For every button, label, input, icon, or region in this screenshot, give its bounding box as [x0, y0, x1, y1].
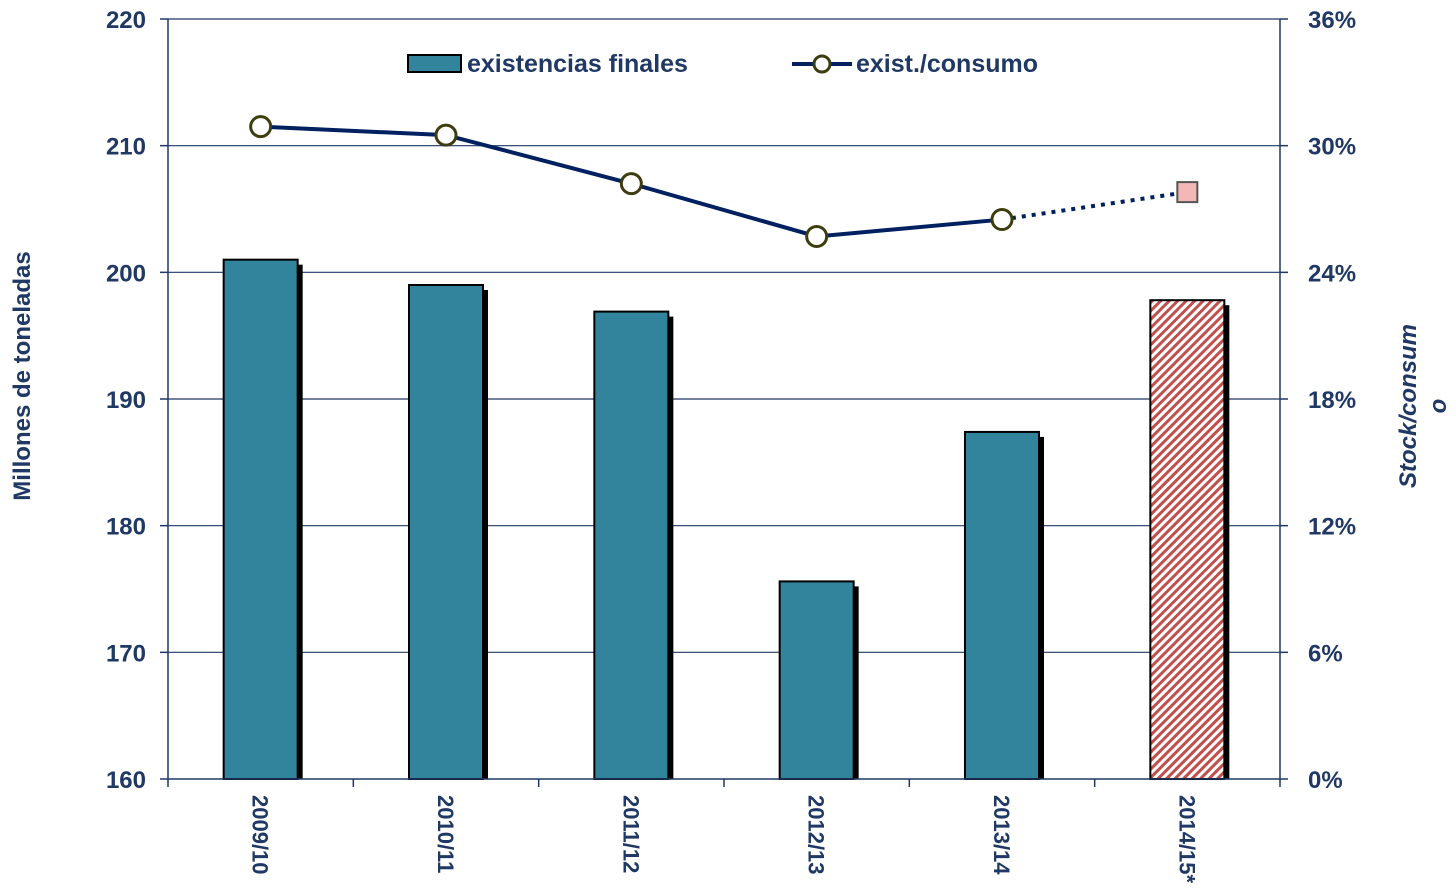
left-tick-label: 160: [106, 767, 146, 794]
legend-line-marker: [812, 54, 832, 74]
gridlines: [168, 18, 1280, 653]
category-label: 2011/12: [618, 795, 643, 873]
right-tick-label: 24%: [1308, 260, 1356, 287]
bar: [1149, 299, 1226, 780]
bar-series: [222, 258, 1230, 781]
category-label: 2010/11: [433, 795, 458, 873]
left-tick-label: 200: [106, 260, 146, 287]
right-axis-title-line1: Stock/consum: [1395, 324, 1422, 488]
ratio-marker: [990, 208, 1014, 232]
right-tick-label: 6%: [1308, 640, 1343, 667]
left-tick-label: 190: [106, 387, 146, 414]
left-tick-label: 170: [106, 640, 146, 667]
ratio-marker: [619, 172, 643, 196]
axes: [160, 18, 1288, 787]
ratio-marker-forecast: [1176, 181, 1199, 204]
left-tick-label: 220: [106, 7, 146, 34]
legend-line-label: exist./consumo: [856, 50, 1038, 78]
right-tick-label: 0%: [1308, 767, 1343, 794]
bar: [964, 430, 1040, 780]
axis-labels: 160 170 180 190 200 210 220 0% 6% 12% 18% 24% 30% 36%…: [106, 7, 1356, 884]
bar: [778, 580, 855, 781]
legend-bar-swatch: [407, 54, 462, 73]
left-axis-title: Millones de toneladas: [9, 251, 36, 500]
left-tick-label: 180: [106, 514, 146, 541]
ratio-line-series: [249, 115, 1199, 248]
category-label: 2012/13: [804, 795, 829, 875]
ratio-marker: [434, 123, 458, 147]
right-axis-title-line2: o: [1425, 399, 1452, 414]
right-axis-title: Stock/consum o: [1395, 324, 1452, 488]
left-tick-label: 210: [106, 134, 146, 161]
ratio-line-forecast: [1001, 190, 1188, 222]
legend: existencias finales exist./consumo: [407, 50, 1038, 78]
category-label: 2013/14: [989, 795, 1014, 875]
ratio-marker: [249, 115, 273, 139]
bar: [222, 258, 299, 780]
right-tick-label: 36%: [1308, 7, 1356, 34]
category-label: 2009/10: [248, 795, 273, 875]
legend-bar-label: existencias finales: [467, 50, 688, 78]
right-tick-label: 18%: [1308, 387, 1356, 414]
ratio-marker: [805, 224, 829, 248]
bar: [593, 310, 670, 780]
right-tick-label: 12%: [1308, 514, 1356, 541]
right-tick-label: 30%: [1308, 134, 1356, 161]
bar: [408, 284, 484, 780]
category-label: 2014/15*: [1174, 795, 1199, 884]
